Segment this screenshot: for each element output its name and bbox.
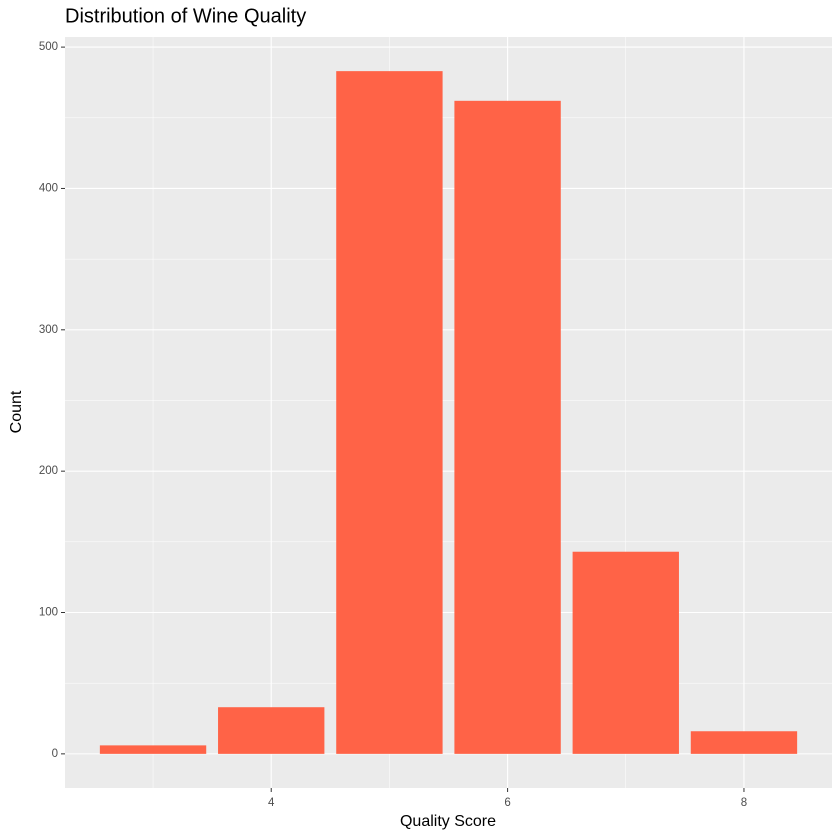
bar xyxy=(572,551,679,754)
y-tick-label: 500 xyxy=(39,41,58,53)
bar xyxy=(99,745,207,754)
chart-title: Distribution of Wine Quality xyxy=(65,5,306,27)
y-tick-label: 400 xyxy=(39,182,58,194)
bar xyxy=(218,707,325,754)
y-tick-label: 0 xyxy=(52,748,58,760)
x-tick-label: 6 xyxy=(504,797,510,809)
plot-panel xyxy=(65,37,832,788)
y-axis-label: Count xyxy=(8,390,25,433)
x-axis-label: Quality Score xyxy=(400,813,496,830)
x-tick-label: 8 xyxy=(741,797,747,809)
y-tick-label: 200 xyxy=(39,465,58,477)
x-tick-label: 4 xyxy=(268,797,275,809)
bar xyxy=(336,71,443,754)
y-tick-label: 300 xyxy=(39,324,58,336)
y-tick-label: 100 xyxy=(39,607,58,619)
bar xyxy=(454,100,561,754)
bar xyxy=(690,731,798,754)
